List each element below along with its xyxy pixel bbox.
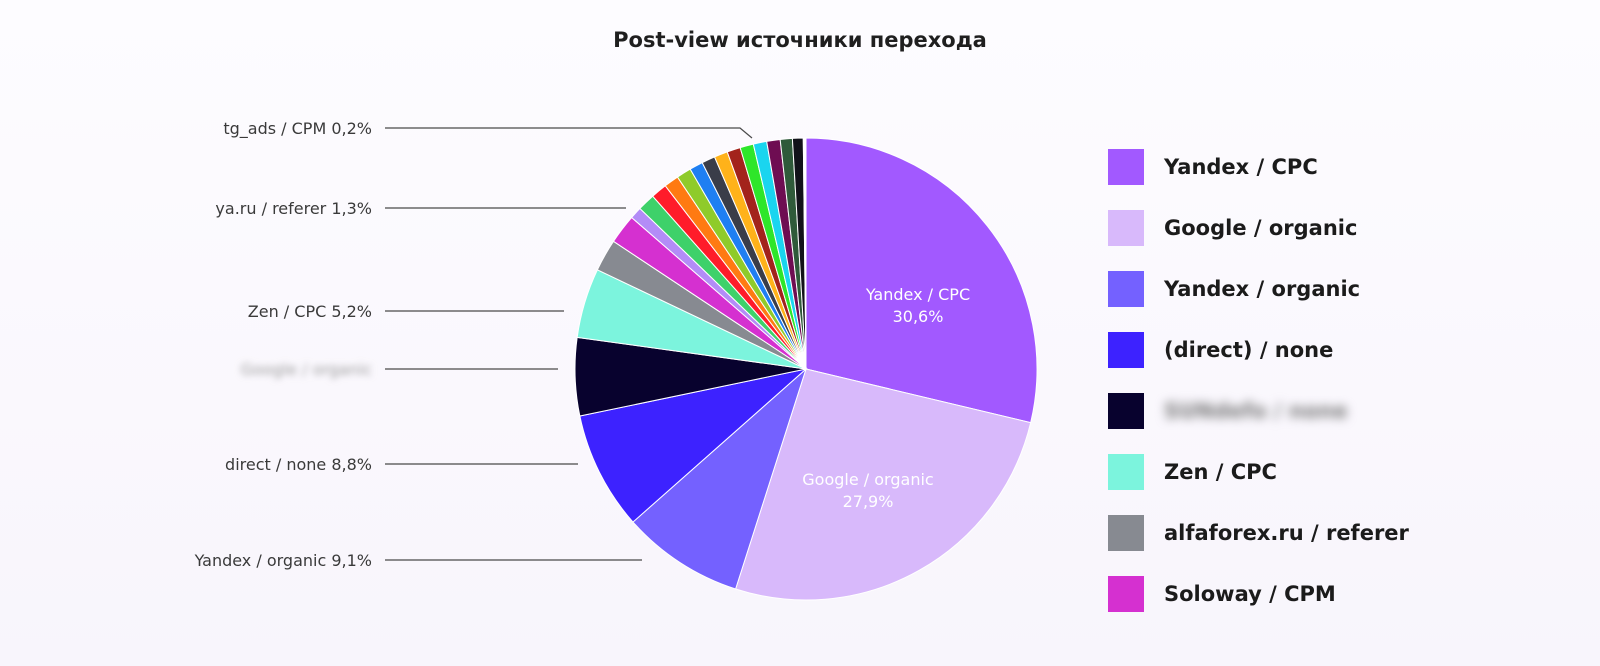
callout-label: direct / none 8,8% bbox=[225, 455, 372, 474]
legend-label: Yandex / organic bbox=[1164, 276, 1361, 301]
legend-item: alfaforex.ru / referer bbox=[1108, 502, 1409, 563]
legend-item: Zen / CPC bbox=[1108, 441, 1409, 502]
legend-label: (direct) / none bbox=[1164, 337, 1334, 362]
legend-swatch bbox=[1108, 453, 1144, 490]
callout-label: tg_ads / CPM 0,2% bbox=[223, 119, 372, 139]
legend-swatch bbox=[1108, 270, 1144, 307]
callouts: tg_ads / CPM 0,2% ya.ru / referer 1,3% Zen… bbox=[194, 119, 753, 570]
legend-label: SUNdefo / none bbox=[1164, 398, 1348, 423]
legend-label: Yandex / CPC bbox=[1164, 154, 1318, 179]
slice-label-line: 30,6% bbox=[893, 307, 944, 326]
legend-swatch bbox=[1108, 331, 1144, 368]
chart-title: Post-view источники перехода bbox=[613, 28, 987, 52]
legend-item: SUNdefo / none bbox=[1108, 380, 1409, 441]
legend-swatch bbox=[1108, 514, 1144, 551]
callout-label: Google / organic bbox=[241, 360, 372, 379]
legend-label: Zen / CPC bbox=[1164, 459, 1277, 484]
slice-label: Google / organic 27,9% bbox=[802, 470, 933, 511]
callout-label: Zen / CPC 5,2% bbox=[248, 302, 372, 321]
legend-item: Google / organic bbox=[1108, 197, 1409, 258]
legend-item: Soloway / CPM bbox=[1108, 563, 1409, 624]
legend-item: (direct) / none bbox=[1108, 319, 1409, 380]
legend-swatch bbox=[1108, 209, 1144, 246]
pie-slices bbox=[574, 137, 1038, 601]
legend-item: Yandex / organic bbox=[1108, 258, 1409, 319]
slice-label-line: 27,9% bbox=[843, 492, 894, 511]
callout-line bbox=[385, 127, 753, 139]
legend-swatch bbox=[1108, 575, 1144, 612]
pie-slice bbox=[579, 368, 808, 523]
callout-label: Yandex / organic 9,1% bbox=[194, 551, 372, 570]
legend-item: Yandex / CPC bbox=[1108, 136, 1409, 197]
slice-label-line: Google / organic bbox=[802, 470, 933, 489]
slice-label: Yandex / CPC 30,6% bbox=[865, 285, 970, 326]
pie-slice bbox=[632, 367, 808, 590]
legend-label: Google / organic bbox=[1164, 215, 1358, 240]
pie-slice bbox=[734, 368, 1032, 601]
legend-label: Soloway / CPM bbox=[1164, 581, 1336, 606]
legend-swatch bbox=[1108, 148, 1144, 185]
legend: Yandex / CPC Google / organic Yandex / org… bbox=[1108, 136, 1409, 624]
pie-slice bbox=[802, 137, 807, 370]
callout-label: ya.ru / referer 1,3% bbox=[215, 199, 372, 218]
legend-label: alfaforex.ru / referer bbox=[1164, 520, 1409, 545]
legend-swatch bbox=[1108, 392, 1144, 429]
slice-labels: Yandex / CPC 30,6% Google / organic 27,9% bbox=[802, 285, 970, 511]
pie-slice bbox=[805, 137, 1038, 424]
slice-label-line: Yandex / CPC bbox=[865, 285, 970, 304]
